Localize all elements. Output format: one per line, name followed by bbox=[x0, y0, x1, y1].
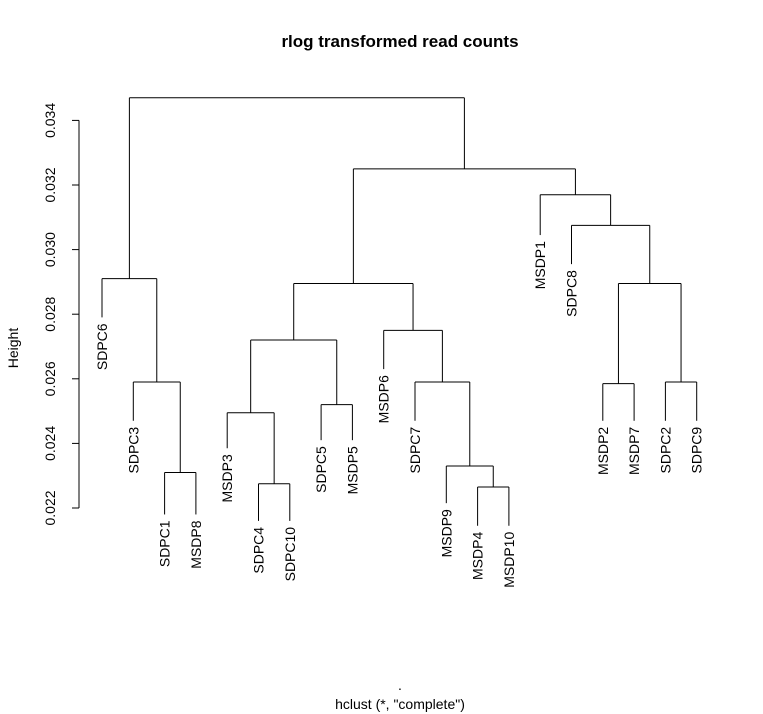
leaf-label-msdp8: MSDP8 bbox=[188, 520, 204, 568]
leaf-label-msdp4: MSDP4 bbox=[470, 532, 486, 580]
y-tick-label-2: 0.026 bbox=[42, 361, 58, 396]
leaf-label-sdpc7: SDPC7 bbox=[407, 427, 423, 474]
leaf-labels: SDPC6 SDPC3 SDPC1 MSDP8 MSDP3 SDPC4 SDPC10 SDPC… bbox=[94, 241, 705, 588]
leaf-label-msdp1: MSDP1 bbox=[532, 241, 548, 289]
leaf-label-sdpc9: SDPC9 bbox=[689, 427, 705, 474]
leaf-label-msdp6: MSDP6 bbox=[376, 375, 392, 423]
leaf-label-sdpc6: SDPC6 bbox=[94, 323, 110, 370]
y-tick-label-6: 0.034 bbox=[42, 103, 58, 138]
y-axis-label: Height bbox=[5, 328, 21, 369]
leaf-label-sdpc1: SDPC1 bbox=[157, 520, 173, 567]
leaf-label-sdpc2: SDPC2 bbox=[657, 427, 673, 474]
y-tick-label-3: 0.028 bbox=[42, 296, 58, 331]
x-axis-subtitle: . bbox=[398, 677, 402, 693]
x-axis-label: hclust (*, "complete") bbox=[335, 696, 465, 712]
y-tick-label-0: 0.022 bbox=[42, 490, 58, 525]
y-tick-label-4: 0.030 bbox=[42, 232, 58, 267]
y-tick-label-1: 0.024 bbox=[42, 426, 58, 461]
leaf-label-msdp2: MSDP2 bbox=[595, 427, 611, 475]
leaf-label-msdp10: MSDP10 bbox=[501, 532, 517, 588]
leaf-label-msdp3: MSDP3 bbox=[219, 454, 235, 502]
dendrogram-tree bbox=[101, 97, 698, 526]
leaf-label-sdpc4: SDPC4 bbox=[251, 527, 267, 574]
leaf-label-sdpc10: SDPC10 bbox=[282, 527, 298, 582]
chart-title: rlog transformed read counts bbox=[281, 32, 518, 51]
leaf-label-msdp9: MSDP9 bbox=[438, 509, 454, 557]
y-tick-label-5: 0.032 bbox=[42, 167, 58, 202]
leaf-label-sdpc3: SDPC3 bbox=[125, 427, 141, 474]
y-axis: 0.022 0.024 0.026 0.028 0.030 0.032 0.034 bbox=[42, 103, 80, 526]
leaf-label-msdp5: MSDP5 bbox=[344, 446, 360, 494]
leaf-label-sdpc5: SDPC5 bbox=[313, 446, 329, 493]
leaf-label-msdp7: MSDP7 bbox=[626, 427, 642, 475]
leaf-label-sdpc8: SDPC8 bbox=[564, 270, 580, 317]
